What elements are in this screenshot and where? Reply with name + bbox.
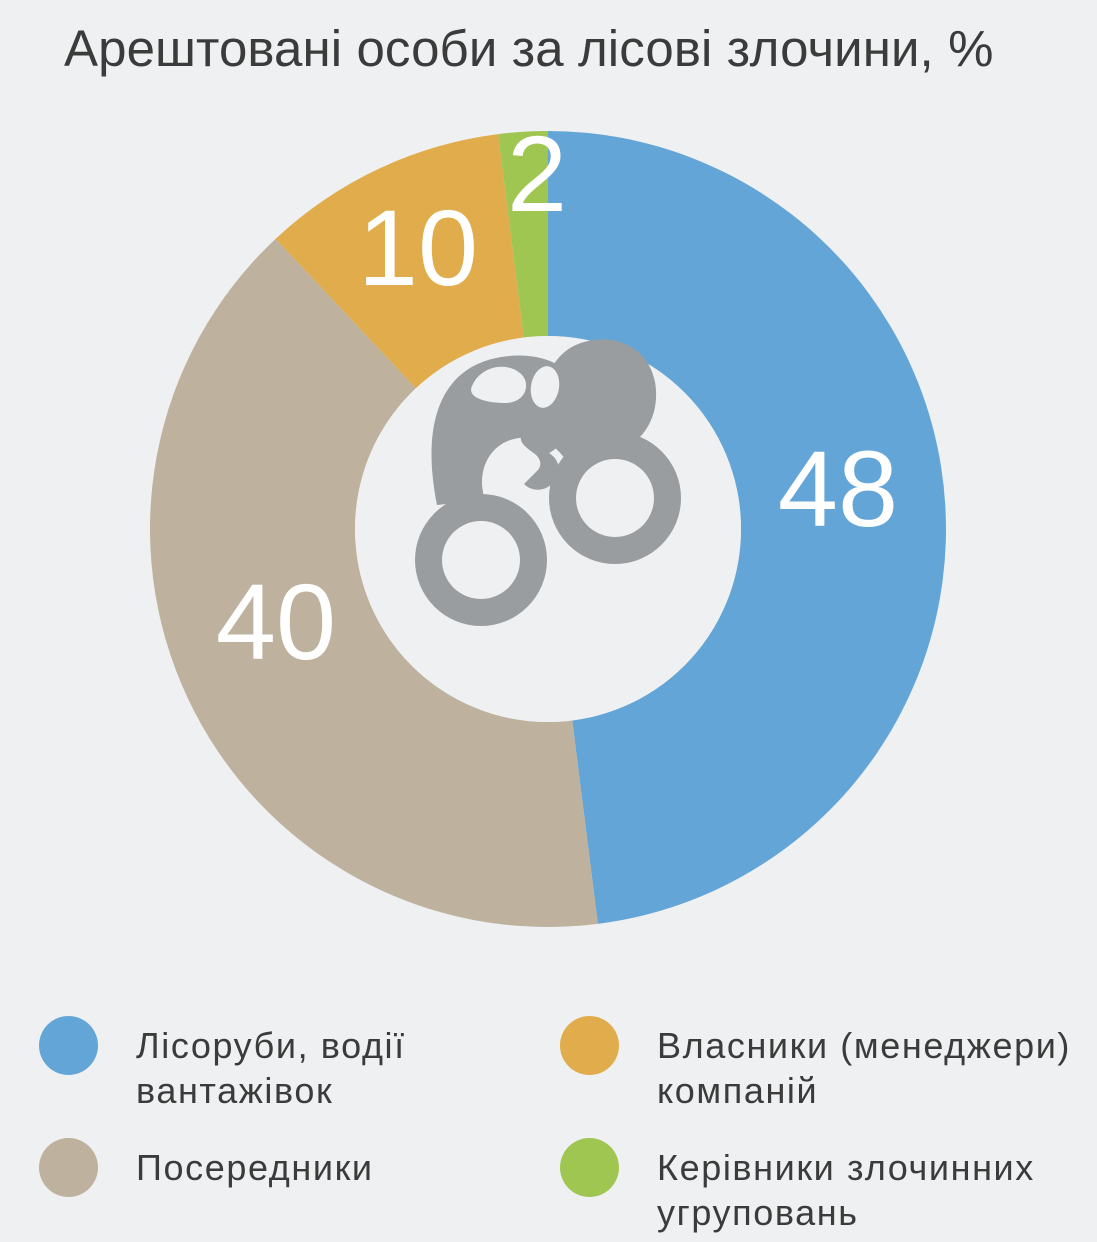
svg-text:40: 40	[216, 561, 336, 682]
svg-text:48: 48	[778, 428, 898, 549]
svg-text:2: 2	[507, 113, 567, 234]
svg-text:10: 10	[358, 187, 478, 308]
